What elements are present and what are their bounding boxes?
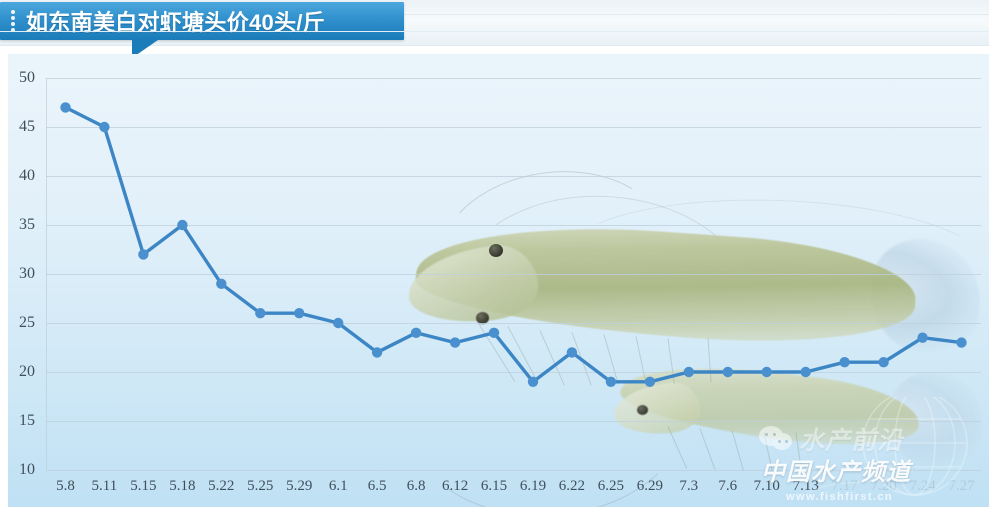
data-point xyxy=(683,366,694,378)
channel-watermark: 中国水产频道 xyxy=(761,459,911,486)
y-axis-tick-label: 15 xyxy=(19,412,35,429)
chart-area: 50 45 40 35 30 25 20 15 10 5.8 5.11 5.15 5.18 5.22 5.… xyxy=(8,54,989,509)
data-point xyxy=(761,366,772,378)
x-axis-tick-label: 6.5 xyxy=(367,478,387,494)
title-plate-tail xyxy=(132,40,158,58)
gridline xyxy=(46,470,981,471)
x-axis-tick-label: 7.10 xyxy=(753,478,780,494)
y-axis-tick-label: 50 xyxy=(19,69,35,86)
x-axis-tick-label: 6.22 xyxy=(558,478,586,494)
gridline xyxy=(46,274,981,275)
gridline xyxy=(46,176,981,177)
wechat-icon xyxy=(758,426,793,452)
data-point xyxy=(917,332,928,343)
data-point xyxy=(333,317,344,329)
x-axis-tick-label: 5.15 xyxy=(130,478,157,494)
x-axis-tick-label: 6.1 xyxy=(328,478,348,494)
brand-name: 水产前沿 xyxy=(798,427,903,455)
site-url-watermark: www.fishfirst.cn xyxy=(786,491,893,503)
x-axis-tick-label: 7.24 xyxy=(909,478,936,494)
data-point xyxy=(138,249,149,260)
data-point xyxy=(644,376,656,387)
plot-grid: 50 45 40 35 30 25 20 15 10 xyxy=(19,69,981,478)
brand-watermark: 水产前沿 xyxy=(758,421,903,457)
price-line-series xyxy=(60,102,967,387)
x-axis-tick-label: 7.27 xyxy=(948,478,975,494)
data-point xyxy=(566,347,578,358)
data-point xyxy=(605,376,617,387)
data-point xyxy=(99,121,110,133)
data-point xyxy=(60,102,71,113)
x-axis-tick-label: 6.29 xyxy=(636,478,664,494)
y-axis-tick-label: 20 xyxy=(19,363,35,380)
x-axis-tick-label: 6.8 xyxy=(406,478,426,494)
y-axis-tick-label: 25 xyxy=(19,314,35,331)
title-banner: 如东南美白对虾塘头价40头/斤 xyxy=(0,0,989,58)
x-axis-tick-label: 7.6 xyxy=(718,478,738,494)
data-point xyxy=(800,366,811,378)
y-axis-tick-label: 45 xyxy=(19,118,35,135)
data-point xyxy=(449,337,461,348)
page-title: 如东南美白对虾塘头价40头/斤 xyxy=(26,10,326,35)
x-axis-labels: 5.8 5.11 5.15 5.18 5.22 5.25 5.29 6.1 6.5 6.8 6.12… xyxy=(46,478,981,508)
x-axis-tick-label: 5.25 xyxy=(247,478,274,494)
x-axis-tick-label: 6.25 xyxy=(597,478,625,494)
y-axis-tick-label: 40 xyxy=(19,167,35,184)
data-point xyxy=(294,308,305,319)
gridline xyxy=(46,372,981,373)
x-axis-tick-label: 6.19 xyxy=(519,478,547,494)
x-axis-tick-label: 5.22 xyxy=(208,478,235,494)
data-point xyxy=(527,376,539,387)
title-plate: 如东南美白对虾塘头价40头/斤 xyxy=(0,2,404,40)
gridline xyxy=(46,421,981,422)
gridline xyxy=(46,127,981,128)
x-axis-tick-label: 7.13 xyxy=(792,478,819,494)
bottom-edge xyxy=(8,507,989,509)
x-axis-tick-label: 5.8 xyxy=(56,478,75,494)
x-axis-tick-label: 7.3 xyxy=(679,478,699,494)
data-point xyxy=(722,366,733,378)
globe-icon xyxy=(806,397,968,496)
x-axis-tick-label: 6.15 xyxy=(480,478,508,494)
shrimp-photo-background xyxy=(8,54,989,509)
grip-dots-icon xyxy=(11,10,17,32)
gridline xyxy=(46,78,981,79)
data-point xyxy=(410,327,422,338)
y-axis-tick-label: 10 xyxy=(19,461,35,478)
data-point xyxy=(177,219,188,231)
x-axis-tick-label: 5.18 xyxy=(169,478,196,494)
y-axis-tick-label: 35 xyxy=(19,216,35,233)
data-point xyxy=(216,278,227,289)
x-axis-tick-label: 6.12 xyxy=(441,478,469,494)
gridline xyxy=(46,225,981,226)
data-point xyxy=(956,337,967,348)
series-polyline xyxy=(63,105,964,384)
y-axis-tick-label: 30 xyxy=(19,265,35,282)
data-point xyxy=(255,308,266,319)
gridline xyxy=(46,323,981,324)
x-axis-tick-label: 5.29 xyxy=(286,478,313,494)
data-point xyxy=(839,357,850,368)
data-point xyxy=(371,347,383,358)
x-axis-tick-label: 7.20 xyxy=(870,478,897,494)
x-axis-tick-label: 5.11 xyxy=(91,478,118,494)
series-markers xyxy=(60,102,967,387)
data-point xyxy=(488,327,500,338)
data-point xyxy=(878,357,889,368)
x-axis-tick-label: 7.17 xyxy=(831,478,858,494)
